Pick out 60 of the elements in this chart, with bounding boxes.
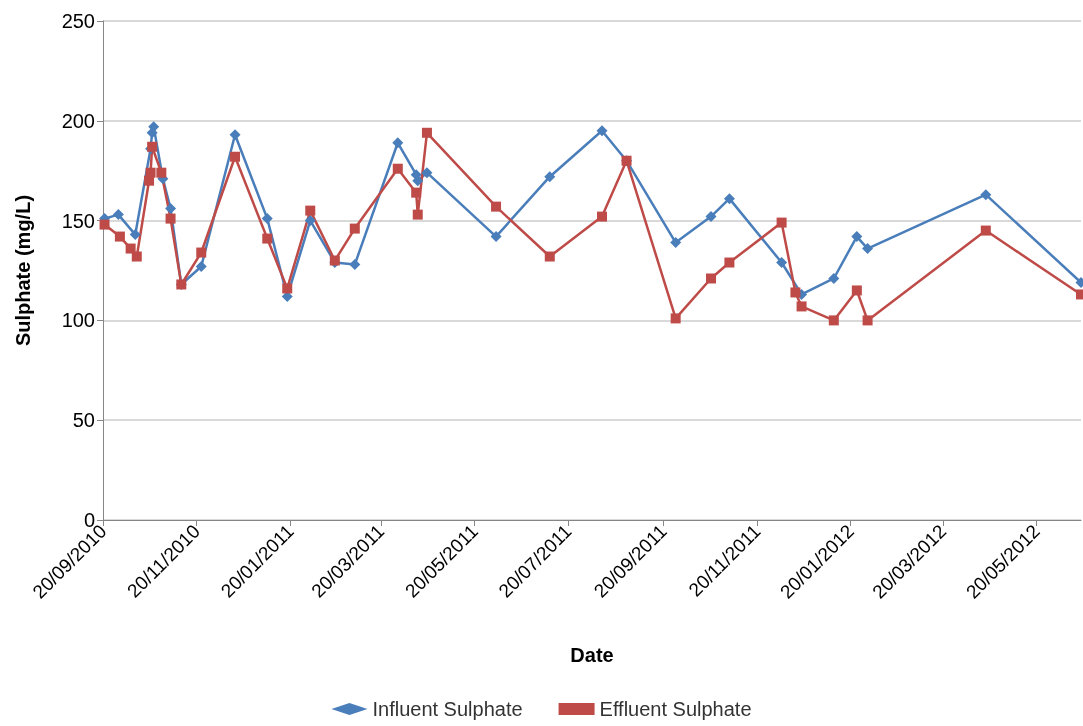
point <box>411 187 422 198</box>
point <box>862 315 873 326</box>
point <box>262 233 273 244</box>
point <box>421 167 433 179</box>
point <box>349 223 360 234</box>
point <box>776 257 788 269</box>
y-axis-title: Sulphate (mg/L) <box>12 194 34 347</box>
point <box>129 229 141 241</box>
point <box>282 283 293 294</box>
point <box>851 231 863 243</box>
point <box>490 231 502 243</box>
point <box>705 211 717 223</box>
point <box>349 259 361 271</box>
point <box>230 151 241 162</box>
point <box>195 261 207 273</box>
point <box>596 125 608 137</box>
point <box>862 243 874 255</box>
y-tick-label: 150 <box>61 209 95 232</box>
point <box>114 231 125 242</box>
point <box>670 237 682 249</box>
y-tick-label: 100 <box>61 309 95 332</box>
point <box>125 243 136 254</box>
point <box>851 285 862 296</box>
point <box>165 213 176 224</box>
point <box>796 301 807 312</box>
point <box>304 215 316 227</box>
point <box>305 205 316 216</box>
point <box>723 193 735 205</box>
point <box>776 217 787 228</box>
y-tick-label: 200 <box>61 109 95 132</box>
point <box>392 137 404 149</box>
point <box>828 272 840 284</box>
y-tick-label: 50 <box>72 409 95 432</box>
point <box>145 167 156 178</box>
point <box>670 313 681 324</box>
point <box>544 251 555 262</box>
point <box>165 203 177 215</box>
point <box>790 287 801 298</box>
point <box>544 171 556 183</box>
point <box>596 211 607 222</box>
point <box>112 209 124 221</box>
y-tick-label: 250 <box>61 10 95 32</box>
point <box>229 129 241 141</box>
point <box>491 201 502 212</box>
point <box>828 315 839 326</box>
legend-label: Influent Sulphate <box>372 698 523 720</box>
point <box>196 247 207 258</box>
point <box>724 257 735 268</box>
x-axis-title: Date <box>570 644 614 666</box>
point <box>980 189 992 201</box>
point <box>99 219 110 230</box>
point <box>421 127 432 138</box>
point <box>980 225 991 236</box>
point <box>261 213 273 225</box>
point <box>156 167 167 178</box>
point <box>705 273 716 284</box>
legend-label: Effluent Sulphate <box>599 698 752 720</box>
point <box>392 163 403 174</box>
point <box>412 209 423 220</box>
point <box>131 251 142 262</box>
